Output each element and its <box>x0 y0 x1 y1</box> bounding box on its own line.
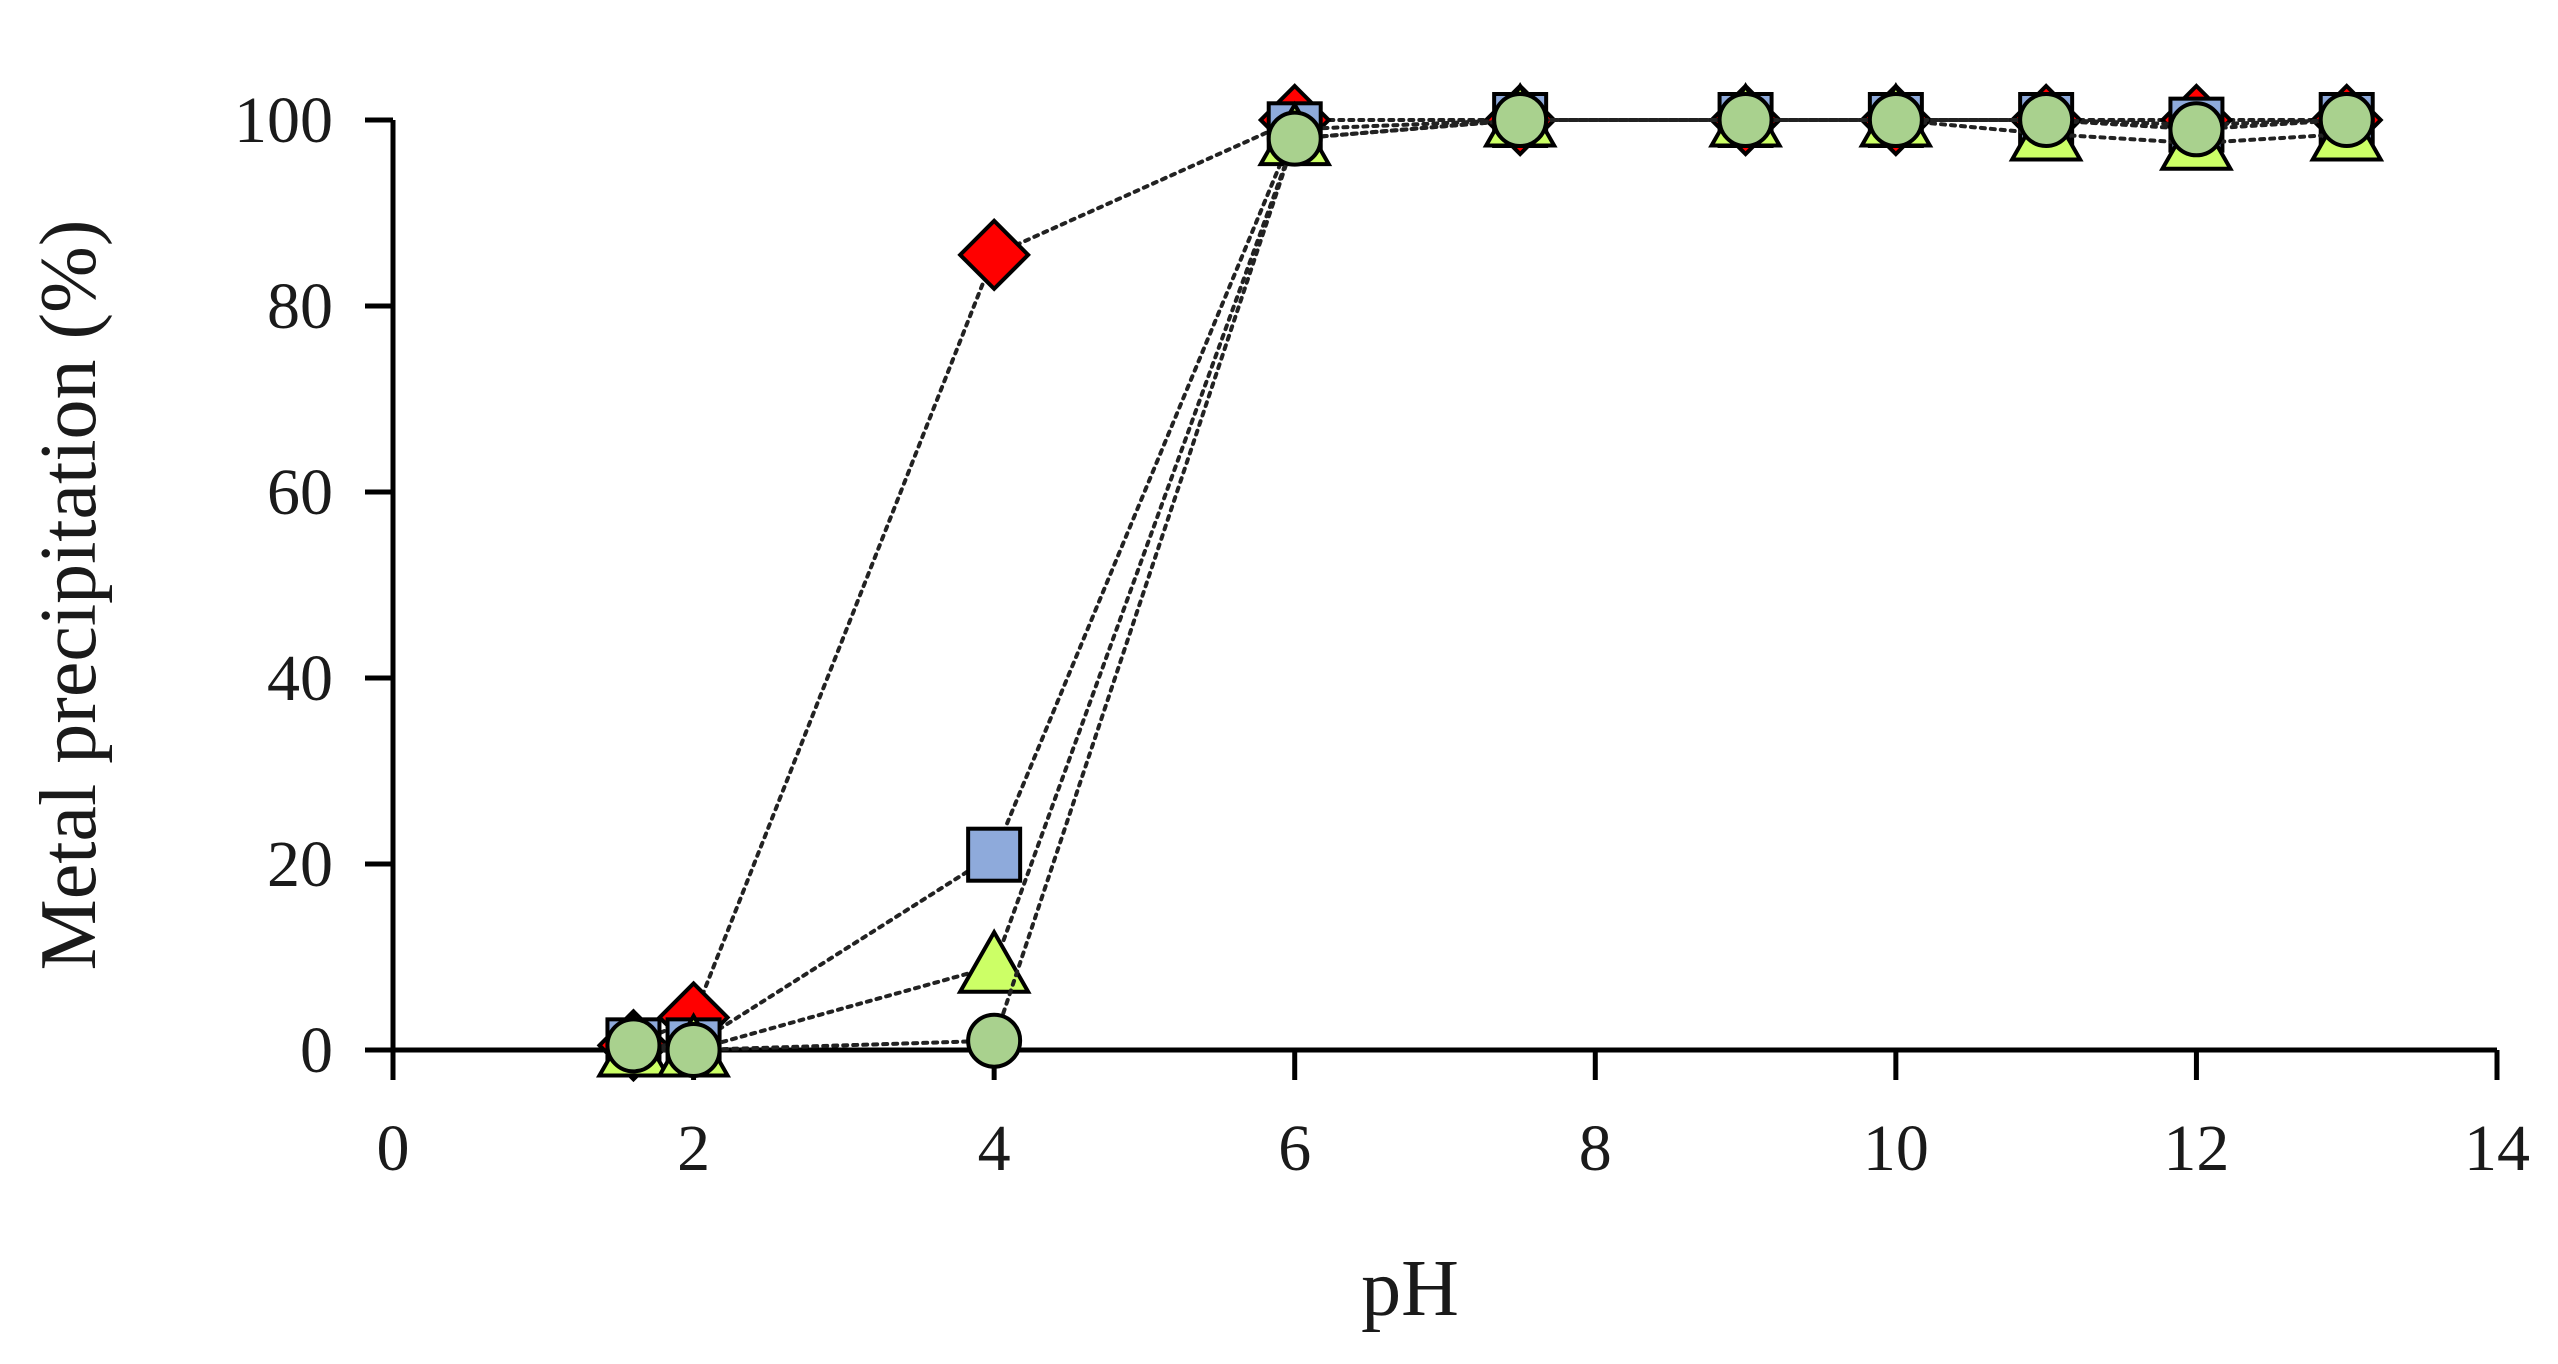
y-tick-label: 40 <box>267 642 333 715</box>
circle-marker <box>2018 92 2075 148</box>
y-tick-label: 0 <box>300 1014 333 1087</box>
series-square <box>605 92 2375 1074</box>
x-tick-label: 14 <box>2464 1112 2530 1185</box>
y-tick-label: 20 <box>267 828 333 901</box>
x-tick-label: 6 <box>1278 1112 1311 1185</box>
y-axis-title: Metal precipitation (%) <box>25 220 113 971</box>
circle-marker <box>665 1022 722 1078</box>
y-tick-label: 100 <box>234 84 333 157</box>
series-triangle-line <box>631 118 2349 1052</box>
x-tick-label: 0 <box>377 1112 410 1185</box>
x-tick-label: 12 <box>2163 1112 2229 1185</box>
x-axis-title: pH <box>1361 1245 1459 1333</box>
circle-marker <box>1867 92 1924 148</box>
series-diamond-line <box>631 118 2349 1048</box>
x-tick-label: 8 <box>1579 1112 1612 1185</box>
circle-marker <box>966 1012 1023 1069</box>
circle-marker <box>2318 92 2375 148</box>
square-marker <box>966 826 1023 883</box>
series-triangle <box>596 81 2385 1078</box>
x-tick-label: 4 <box>978 1112 1011 1185</box>
series-square-line <box>631 118 2349 1048</box>
series-circle-line <box>631 118 2349 1053</box>
circle-marker <box>1717 92 1774 148</box>
circle-marker <box>1266 110 1323 167</box>
series-layer <box>596 81 2385 1083</box>
circle-marker <box>2168 101 2225 158</box>
x-tick-label: 10 <box>1863 1112 1929 1185</box>
diamond-marker <box>957 218 1031 292</box>
series-circle <box>605 92 2375 1078</box>
y-tick-label: 80 <box>267 270 333 343</box>
series-diamond <box>596 83 2384 1083</box>
circle-marker <box>605 1017 662 1074</box>
triangle-marker <box>956 928 1032 994</box>
x-tick-label: 2 <box>677 1112 710 1185</box>
axes: 0 2 4 6 8 10 12 14 0 20 40 60 80 100 <box>234 84 2530 1185</box>
circle-marker <box>1492 92 1549 148</box>
y-tick-label: 60 <box>267 456 333 529</box>
